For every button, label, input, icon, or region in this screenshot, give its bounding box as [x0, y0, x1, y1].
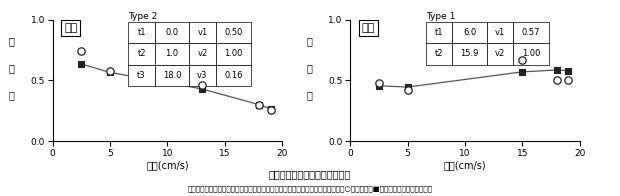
- Bar: [216, 64, 251, 86]
- Text: Type 2: Type 2: [128, 12, 157, 21]
- Point: [254, 104, 264, 107]
- Bar: [189, 22, 216, 43]
- Point: [552, 79, 562, 82]
- Bar: [128, 64, 155, 86]
- Text: t1: t1: [435, 28, 443, 37]
- Text: 0.57: 0.57: [521, 28, 540, 37]
- Text: 図３　実験結果と計算値の比較: 図３ 実験結果と計算値の比較: [269, 170, 351, 180]
- Bar: [513, 43, 549, 64]
- Text: 1.0: 1.0: [166, 49, 179, 58]
- Bar: [453, 22, 487, 43]
- Bar: [216, 43, 251, 64]
- Point: [266, 107, 276, 111]
- Text: 成魚: 成魚: [362, 23, 375, 33]
- Bar: [189, 43, 216, 64]
- Text: 率: 率: [9, 90, 14, 100]
- Point: [517, 59, 527, 62]
- Text: v2: v2: [495, 49, 505, 58]
- Text: v3: v3: [197, 71, 208, 80]
- X-axis label: 流速(cm/s): 流速(cm/s): [444, 161, 486, 171]
- Bar: [426, 43, 453, 64]
- Text: t3: t3: [137, 71, 146, 80]
- Point: [105, 69, 115, 72]
- Text: 1.00: 1.00: [522, 49, 540, 58]
- Bar: [155, 43, 189, 64]
- Point: [254, 103, 264, 106]
- Bar: [155, 22, 189, 43]
- Point: [563, 69, 573, 72]
- Point: [105, 71, 115, 74]
- Text: 分: 分: [9, 36, 14, 46]
- Bar: [128, 22, 155, 43]
- Text: 分: 分: [306, 36, 312, 46]
- Text: 布: 布: [306, 63, 312, 73]
- Text: 18.0: 18.0: [162, 71, 181, 80]
- Text: t2: t2: [138, 49, 146, 58]
- Point: [403, 85, 413, 89]
- Point: [76, 62, 86, 65]
- Text: 6.0: 6.0: [463, 28, 476, 37]
- Text: 0.50: 0.50: [224, 28, 242, 37]
- Bar: [513, 22, 549, 43]
- Point: [266, 109, 276, 112]
- Text: v1: v1: [495, 28, 505, 37]
- Text: 稚魚: 稚魚: [64, 23, 78, 33]
- Point: [563, 79, 573, 82]
- Bar: [487, 22, 513, 43]
- Bar: [426, 22, 453, 43]
- Point: [197, 87, 207, 90]
- Point: [374, 84, 384, 87]
- Bar: [189, 64, 216, 86]
- Text: 0.16: 0.16: [224, 71, 242, 80]
- Bar: [128, 43, 155, 64]
- Point: [197, 84, 207, 87]
- Point: [552, 68, 562, 72]
- Bar: [216, 22, 251, 43]
- Text: 15.9: 15.9: [461, 49, 479, 58]
- Bar: [487, 43, 513, 64]
- Bar: [155, 64, 189, 86]
- Point: [374, 82, 384, 85]
- Text: v1: v1: [197, 28, 208, 37]
- X-axis label: 流速(cm/s): 流速(cm/s): [146, 161, 188, 171]
- Text: 率: 率: [306, 90, 312, 100]
- Text: 0.0: 0.0: [166, 28, 179, 37]
- Point: [517, 70, 527, 74]
- Text: t2: t2: [435, 49, 443, 58]
- Text: Type 1: Type 1: [426, 12, 455, 21]
- Text: 布: 布: [9, 63, 14, 73]
- Text: 1.00: 1.00: [224, 49, 242, 58]
- Point: [403, 89, 413, 92]
- Point: [76, 50, 86, 53]
- Text: v2: v2: [197, 49, 208, 58]
- Bar: [453, 43, 487, 64]
- Text: （横軸は変化させた流速、縦軸は流速を変化させた側水路のタモロコの分布率　○：実験値、■：選好強度からの計算値）: （横軸は変化させた流速、縦軸は流速を変化させた側水路のタモロコの分布率 ○：実験…: [187, 185, 433, 192]
- Text: t1: t1: [138, 28, 146, 37]
